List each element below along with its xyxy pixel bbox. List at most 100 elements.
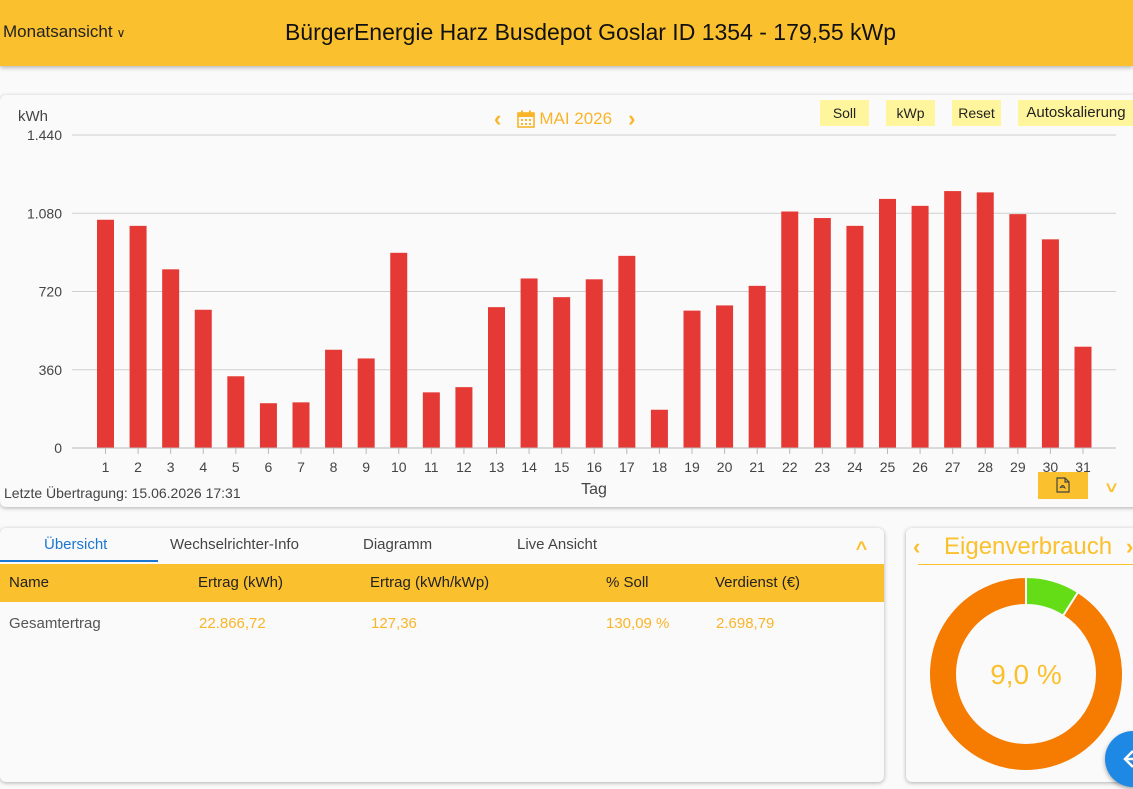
export-pdf-button[interactable] bbox=[1038, 472, 1088, 499]
x-tick-label: 22 bbox=[782, 459, 798, 475]
cell-soll: 130,09 % bbox=[606, 615, 670, 632]
page-title: BürgerEnergie Harz Busdepot Goslar ID 13… bbox=[284, 19, 897, 45]
x-tick-label: 27 bbox=[945, 459, 961, 475]
col-header-ertrag-kwh-kwp: Ertrag (kWh/kWp) bbox=[370, 574, 490, 591]
reset-button[interactable]: Reset bbox=[952, 100, 1001, 126]
x-tick-label: 31 bbox=[1075, 459, 1091, 475]
x-tick-label: 7 bbox=[297, 459, 305, 475]
eigen-next-arrow-icon[interactable]: › bbox=[1126, 534, 1133, 559]
col-header-soll: % Soll bbox=[606, 574, 649, 591]
top-bar: Monatsansicht ∨ BürgerEnergie Harz Busdep… bbox=[0, 0, 1133, 66]
x-tick-label: 19 bbox=[684, 459, 700, 475]
bar bbox=[1041, 239, 1059, 448]
x-axis-label: Tag bbox=[581, 481, 607, 498]
kwp-button[interactable]: kWp bbox=[886, 100, 935, 126]
pdf-file-icon bbox=[1056, 477, 1070, 493]
x-tick-label: 16 bbox=[586, 459, 602, 475]
eigen-divider bbox=[918, 564, 1133, 565]
y-tick-label: 0 bbox=[54, 440, 62, 456]
table-header bbox=[0, 564, 884, 602]
bar bbox=[129, 225, 147, 448]
collapse-chevron-icon[interactable]: ∧ bbox=[853, 537, 870, 554]
x-tick-label: 15 bbox=[554, 459, 570, 475]
bar bbox=[520, 278, 538, 448]
chevron-down-icon: ∨ bbox=[116, 26, 126, 40]
bar bbox=[813, 218, 831, 448]
next-month-arrow-icon[interactable]: › bbox=[628, 106, 636, 131]
tab-live-ansicht[interactable]: Live Ansicht bbox=[517, 536, 598, 553]
x-tick-label: 14 bbox=[521, 459, 537, 475]
bar bbox=[488, 307, 505, 448]
bar bbox=[846, 225, 864, 448]
x-tick-label: 1 bbox=[102, 459, 110, 475]
active-tab-indicator bbox=[0, 560, 158, 562]
y-axis-label: kWh bbox=[18, 108, 48, 125]
bar bbox=[390, 252, 408, 448]
col-header-verdienst: Verdienst (€) bbox=[715, 574, 801, 591]
bar bbox=[422, 392, 440, 448]
x-tick-label: 4 bbox=[199, 459, 207, 475]
x-tick-label: 6 bbox=[265, 459, 273, 475]
tab-diagramm[interactable]: Diagramm bbox=[363, 536, 433, 553]
donut-percent-label: 9,0 % bbox=[990, 659, 1062, 690]
x-tick-label: 29 bbox=[1010, 459, 1026, 475]
tab-wechselrichter-info[interactable]: Wechselrichter-Info bbox=[170, 536, 299, 553]
x-tick-label: 28 bbox=[977, 459, 993, 475]
bar bbox=[748, 285, 766, 448]
donut-segment-self-consumption bbox=[1025, 575, 1080, 618]
x-tick-label: 17 bbox=[619, 459, 635, 475]
month-label: MAI 2026 bbox=[539, 109, 613, 128]
month-navigator: ‹ MAI 2026 › bbox=[494, 106, 636, 131]
bar bbox=[97, 219, 114, 448]
x-tick-label: 25 bbox=[880, 459, 896, 475]
x-tick-label: 24 bbox=[847, 459, 863, 475]
bar bbox=[911, 205, 929, 448]
cell-name: Gesamtertrag bbox=[9, 615, 101, 632]
bar bbox=[781, 211, 799, 448]
eigen-prev-arrow-icon[interactable]: ‹ bbox=[913, 534, 921, 559]
view-select[interactable]: Monatsansicht ∨ bbox=[3, 22, 125, 42]
x-tick-label: 10 bbox=[391, 459, 407, 475]
col-header-name: Name bbox=[9, 574, 50, 591]
bar bbox=[976, 192, 994, 448]
bar bbox=[553, 297, 571, 448]
bar bbox=[585, 279, 603, 448]
calendar-icon bbox=[517, 110, 536, 128]
y-tick-label: 1.080 bbox=[27, 205, 62, 221]
soll-button[interactable]: Soll bbox=[820, 100, 869, 126]
bar bbox=[944, 191, 962, 448]
autoscale-button[interactable]: Autoskalierung bbox=[1018, 100, 1133, 126]
x-tick-label: 11 bbox=[424, 459, 439, 475]
last-transfer-text: Letzte Übertragung: 15.06.2026 17:31 bbox=[4, 485, 241, 501]
arrow-left-icon bbox=[1123, 750, 1133, 768]
expand-chevron-icon[interactable]: ∨ bbox=[1103, 479, 1120, 496]
x-tick-label: 2 bbox=[134, 459, 142, 475]
bar bbox=[879, 198, 896, 448]
x-tick-label: 12 bbox=[456, 459, 472, 475]
x-tick-label: 3 bbox=[167, 459, 175, 475]
bar bbox=[455, 387, 473, 448]
x-tick-label: 18 bbox=[652, 459, 668, 475]
tab-uebersicht[interactable]: Übersicht bbox=[44, 536, 108, 553]
bar bbox=[357, 358, 375, 448]
x-tick-label: 23 bbox=[815, 459, 831, 475]
cell-ertrag-kwh: 22.866,72 bbox=[199, 615, 266, 632]
x-tick-label: 21 bbox=[749, 459, 765, 475]
bar bbox=[259, 403, 277, 448]
eigenverbrauch-title: Eigenverbrauch bbox=[944, 533, 1113, 560]
prev-month-arrow-icon[interactable]: ‹ bbox=[494, 106, 502, 131]
y-tick-label: 720 bbox=[39, 284, 63, 300]
x-tick-label: 30 bbox=[1043, 459, 1059, 475]
bar bbox=[716, 305, 734, 448]
bar bbox=[1074, 346, 1092, 448]
bar bbox=[194, 309, 212, 448]
bar bbox=[618, 255, 636, 448]
x-tick-label: 8 bbox=[330, 459, 338, 475]
bar bbox=[650, 409, 668, 448]
cell-verdienst: 2.698,79 bbox=[716, 615, 775, 632]
bar bbox=[162, 269, 180, 448]
y-tick-label: 1.440 bbox=[27, 127, 62, 143]
bar bbox=[227, 376, 245, 448]
y-tick-label: 360 bbox=[39, 362, 63, 378]
